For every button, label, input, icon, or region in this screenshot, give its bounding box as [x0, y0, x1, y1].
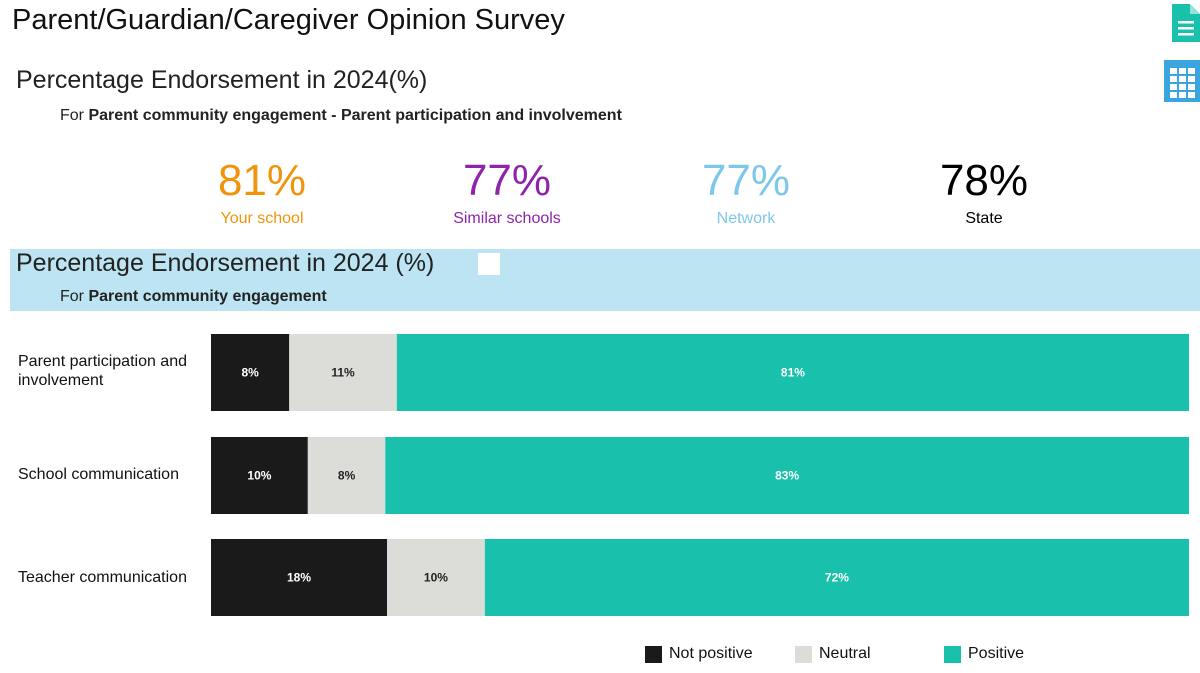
- bar-data-label: 10%: [247, 469, 271, 483]
- breakdown-header-band: [10, 249, 1200, 311]
- legend-swatch: [795, 645, 812, 663]
- bar-data-label: 10%: [424, 571, 448, 585]
- kpi-your-school: 81% Your school: [152, 156, 372, 229]
- summary-subtitle-prefix: For: [60, 107, 84, 124]
- breakdown-subtitle-prefix: For: [60, 288, 84, 305]
- kpi-value: 81%: [217, 156, 307, 205]
- bar-segment-neutral: [387, 539, 485, 616]
- category-label-parent-participation: Parent participation and involvement: [18, 353, 187, 389]
- legend-label: Not positive: [669, 645, 753, 662]
- category-label-teacher-communication: Teacher communication: [18, 569, 187, 586]
- kpi-label: Your school: [220, 210, 304, 227]
- legend-label: Neutral: [819, 645, 871, 662]
- summary-subtitle: For Parent community engagement - Parent…: [60, 107, 622, 125]
- bar-segment-positive: [484, 539, 1190, 616]
- category-label-school-communication: School communication: [18, 466, 179, 483]
- bar-segment-neutral: [307, 437, 386, 514]
- breakdown-subtitle-topic: Parent community engagement: [88, 288, 327, 305]
- document-icon[interactable]: [1170, 4, 1200, 42]
- kpi-value: 77%: [462, 156, 552, 205]
- kpi-label: Network: [716, 210, 776, 227]
- summary-title: Percentage Endorsement in 2024(%): [16, 66, 428, 94]
- bar-segment-positive: [385, 437, 1190, 514]
- bar-data-label: 11%: [331, 366, 355, 380]
- kpi-similar-schools: 77% Similar schools: [397, 156, 617, 229]
- legend-swatch: [944, 645, 961, 663]
- breakdown-title: Percentage Endorsement in 2024 (%): [16, 249, 435, 277]
- bar-segment-not-positive: [211, 334, 290, 411]
- bar-segment-neutral: [289, 334, 397, 411]
- breakdown-title-box: [478, 253, 500, 275]
- bar-data-label: 18%: [287, 571, 311, 585]
- bar-segment-positive: [396, 334, 1189, 411]
- legend-item-positive: Positive: [944, 645, 1024, 663]
- kpi-state: 78% State: [874, 156, 1094, 229]
- bar-data-label: 83%: [775, 469, 799, 483]
- kpi-label: State: [965, 210, 1003, 227]
- legend-item-not-positive: Not positive: [645, 645, 753, 663]
- table-grid-icon[interactable]: [1164, 60, 1200, 102]
- bar-segment-not-positive: [211, 437, 308, 514]
- kpi-value: 77%: [701, 156, 791, 205]
- bar-data-label: 8%: [241, 366, 259, 380]
- kpi-value: 78%: [939, 156, 1029, 205]
- summary-subtitle-topic: Parent community engagement - Parent par…: [88, 107, 622, 124]
- kpi-label: Similar schools: [453, 210, 561, 227]
- bar-data-label: 8%: [338, 469, 356, 483]
- bar-data-label: 72%: [825, 571, 849, 585]
- page-title: Parent/Guardian/Caregiver Opinion Survey: [12, 4, 565, 36]
- legend-label: Positive: [968, 645, 1025, 662]
- legend-item-neutral: Neutral: [795, 645, 871, 663]
- bar-segment-not-positive: [211, 539, 388, 616]
- kpi-network: 77% Network: [636, 156, 856, 229]
- legend-swatch: [645, 645, 662, 663]
- breakdown-subtitle: For Parent community engagement: [60, 288, 327, 306]
- bar-data-label: 81%: [781, 366, 805, 380]
